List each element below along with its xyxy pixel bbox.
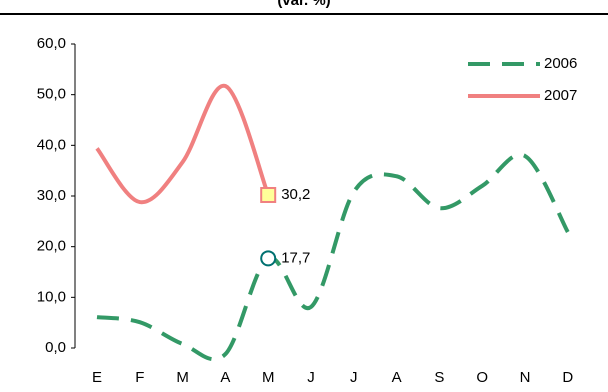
x-tick-label: A <box>220 369 230 386</box>
chart-title: (var. %) <box>277 0 330 9</box>
x-tick-label: E <box>92 369 102 386</box>
series-line <box>96 152 570 362</box>
x-tick-label: M <box>176 369 189 386</box>
y-tick-label: 30,0 <box>37 187 66 204</box>
y-tick-label: 40,0 <box>37 136 66 153</box>
x-tick-label: O <box>476 369 488 386</box>
legend-label: 2007 <box>544 87 577 104</box>
series-line <box>95 84 271 205</box>
x-tick-label: J <box>307 369 315 386</box>
point-marker <box>260 186 277 203</box>
y-tick-label: 60,0 <box>37 35 66 52</box>
y-tick-label: 10,0 <box>37 288 66 305</box>
legend-label: 2006 <box>544 55 577 72</box>
x-tick-label: S <box>434 369 444 386</box>
x-tick-label: D <box>562 369 573 386</box>
x-tick-label: A <box>392 369 402 386</box>
y-tick-label: 50,0 <box>37 86 66 103</box>
y-tick-label: 20,0 <box>37 238 66 255</box>
data-label: 17,7 <box>281 249 310 266</box>
x-tick-label: J <box>350 369 358 386</box>
x-tick-label: M <box>262 369 275 386</box>
point-marker <box>260 250 277 267</box>
x-tick-label: N <box>520 369 531 386</box>
data-label: 30,2 <box>281 186 310 203</box>
y-tick-label: 0,0 <box>45 339 66 356</box>
x-tick-label: F <box>135 369 144 386</box>
